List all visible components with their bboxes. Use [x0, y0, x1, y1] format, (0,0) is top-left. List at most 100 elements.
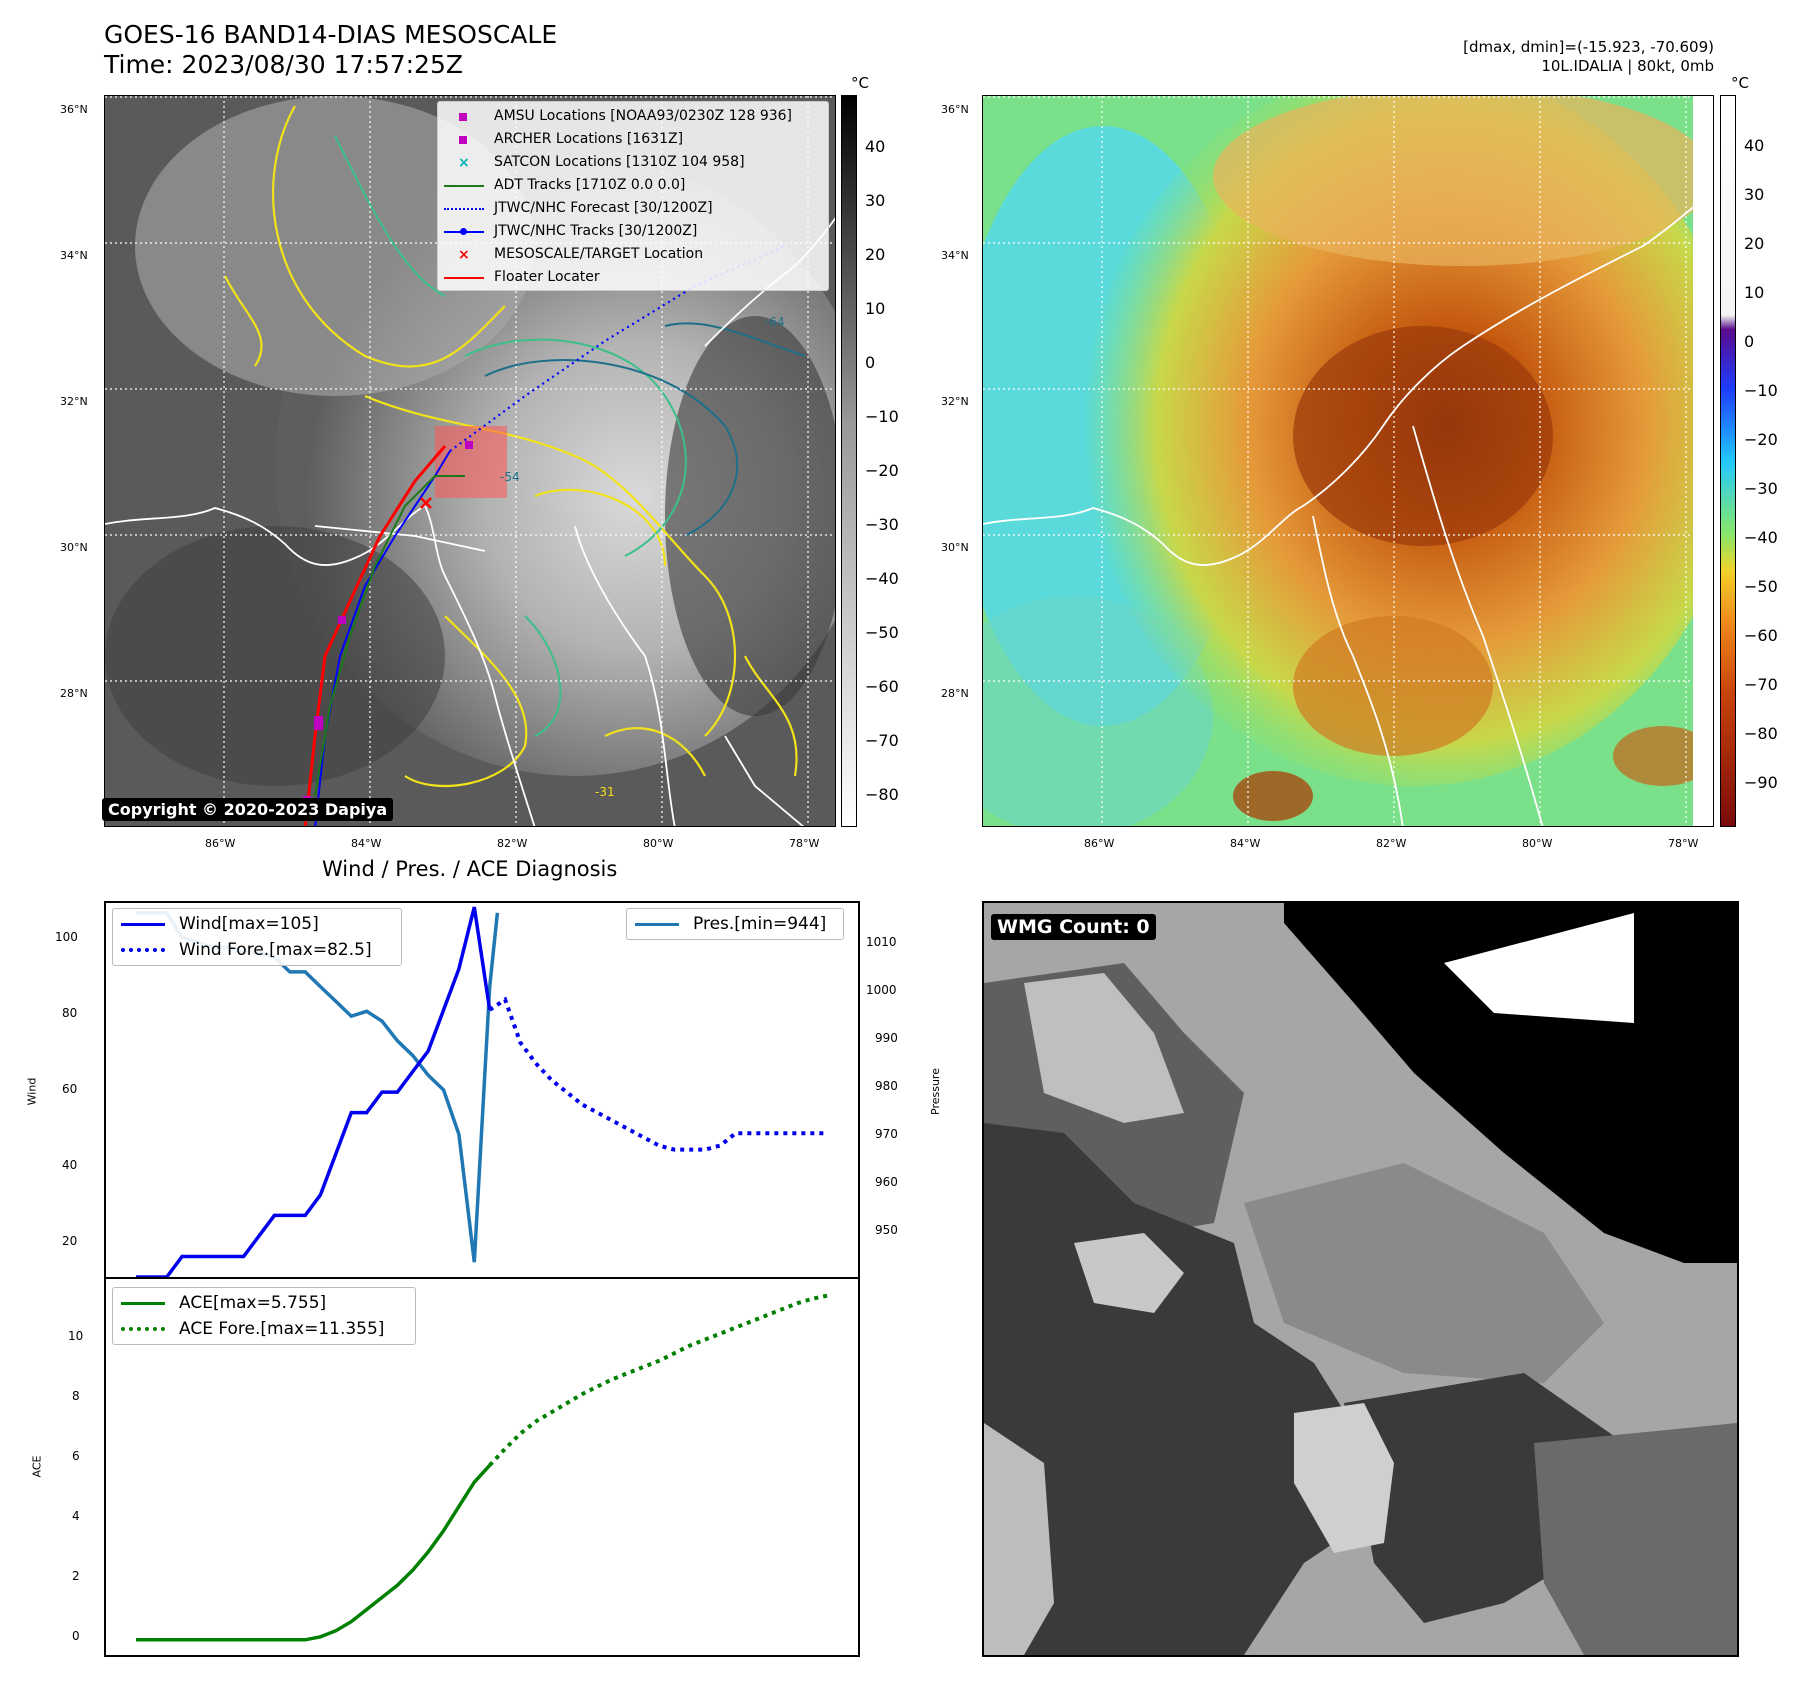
left-lon-tick-86: 86°W	[205, 837, 236, 850]
left-lat-tick-28: 28°N	[60, 687, 88, 700]
legend-item-wind-fore: Wind Fore.[max=82.5]	[121, 937, 393, 963]
legend-swatch-ace	[121, 1298, 165, 1308]
right-lon-tick-80: 80°W	[1522, 837, 1553, 850]
right-cb-tick: −70	[1744, 675, 1778, 694]
pressure-tick: 950	[875, 1223, 898, 1237]
wind-forecast-series-line	[488, 996, 828, 1152]
left-cb-tick: 20	[865, 245, 886, 264]
legend-item-forecast: JTWC/NHC Forecast [30/1200Z]	[444, 197, 822, 220]
legend-marker-amsu	[444, 110, 484, 124]
title-line-1: GOES-16 BAND14-DIAS MESOSCALE	[104, 20, 558, 49]
pressure-tick: 1000	[866, 983, 897, 997]
ace-legend: ACE[max=5.755] ACE Fore.[max=11.355]	[112, 1287, 416, 1345]
legend-item-wind: Wind[max=105]	[121, 911, 393, 937]
pressure-tick: 970	[875, 1127, 898, 1141]
left-lon-tick-78: 78°W	[789, 837, 820, 850]
left-colorbar-unit: °C	[851, 74, 869, 92]
legend-marker-floater	[444, 271, 484, 285]
right-lon-tick-78: 78°W	[1668, 837, 1699, 850]
legend-item-target: × MESOSCALE/TARGET Location	[444, 243, 822, 266]
right-colorbar	[1720, 95, 1736, 827]
right-lon-tick-82: 82°W	[1376, 837, 1407, 850]
right-cb-tick: 0	[1744, 332, 1755, 351]
legend-marker-tracks	[444, 225, 484, 239]
wind-axis-label: Wind	[25, 1077, 39, 1106]
right-lat-tick-28: 28°N	[941, 687, 969, 700]
ace-tick: 2	[72, 1569, 80, 1583]
legend-marker-adt	[444, 179, 484, 193]
wmg-count-badge: WMG Count: 0	[991, 914, 1156, 940]
right-cb-tick: 40	[1744, 136, 1765, 155]
ace-tick: 0	[72, 1629, 80, 1643]
right-cb-tick: −50	[1744, 577, 1778, 596]
legend-swatch-ace-fore	[121, 1324, 165, 1334]
left-lon-tick-82: 82°W	[497, 837, 528, 850]
wind-tick: 20	[62, 1234, 78, 1248]
left-cb-tick: −70	[865, 731, 899, 750]
legend-item-archer: ARCHER Locations [1631Z]	[444, 128, 822, 151]
right-cb-tick: −60	[1744, 626, 1778, 645]
right-cb-tick: 10	[1744, 283, 1765, 302]
right-cb-tick: −90	[1744, 773, 1778, 792]
right-cb-tick: −40	[1744, 528, 1778, 547]
ace-tick: 8	[72, 1389, 80, 1403]
pressure-legend: Pres.[min=944]	[626, 908, 844, 940]
contour-label-54: -54	[500, 470, 520, 484]
right-colorbar-unit: °C	[1731, 74, 1749, 92]
right-cb-tick: 30	[1744, 185, 1765, 204]
figure-subtitle-right: [dmax, dmin]=(-15.923, -70.609) 10L.IDAL…	[1463, 38, 1714, 76]
legend-swatch-wind-fore	[121, 945, 165, 955]
figure-title: GOES-16 BAND14-DIAS MESOSCALE Time: 2023…	[104, 20, 557, 80]
title-line-2: Time: 2023/08/30 17:57:25Z	[104, 50, 463, 79]
legend-item-adt: ADT Tracks [1710Z 0.0 0.0]	[444, 174, 822, 197]
left-lat-tick-34: 34°N	[60, 249, 88, 262]
right-cb-tick: −10	[1744, 381, 1778, 400]
left-cb-tick: −20	[865, 461, 899, 480]
right-lat-tick-36: 36°N	[941, 103, 969, 116]
ace-forecast-series-line	[488, 1293, 829, 1467]
wind-tick: 80	[62, 1006, 78, 1020]
legend-item-pres: Pres.[min=944]	[635, 911, 835, 937]
left-cb-tick: −60	[865, 677, 899, 696]
left-lat-tick-36: 36°N	[60, 103, 88, 116]
wind-tick: 60	[62, 1082, 78, 1096]
legend-marker-archer	[444, 133, 484, 147]
right-color-map	[982, 95, 1714, 827]
pressure-tick: 990	[875, 1031, 898, 1045]
left-map-legend: AMSU Locations [NOAA93/0230Z 128 936] AR…	[437, 101, 829, 291]
storm-info-text: 10L.IDALIA | 80kt, 0mb	[1541, 57, 1714, 75]
legend-item-ace: ACE[max=5.755]	[121, 1290, 407, 1316]
legend-marker-forecast	[444, 202, 484, 216]
ace-tick: 4	[72, 1509, 80, 1523]
left-lon-tick-84: 84°W	[351, 837, 382, 850]
right-cb-tick: −30	[1744, 479, 1778, 498]
left-cb-tick: −40	[865, 569, 899, 588]
left-cb-tick: 10	[865, 299, 886, 318]
pressure-axis-label: Pressure	[928, 1068, 942, 1115]
dmax-dmin-text: [dmax, dmin]=(-15.923, -70.609)	[1463, 38, 1714, 56]
right-lon-tick-86: 86°W	[1084, 837, 1115, 850]
contour-label-31: -31	[595, 785, 615, 799]
left-cb-tick: −10	[865, 407, 899, 426]
copyright-badge: Copyright © 2020-2023 Dapiya	[102, 798, 394, 821]
right-lat-tick-30: 30°N	[941, 541, 969, 554]
legend-swatch-wind	[121, 919, 165, 929]
wind-legend: Wind[max=105] Wind Fore.[max=82.5]	[112, 908, 402, 966]
left-cb-tick: 30	[865, 191, 886, 210]
right-cb-tick: 20	[1744, 234, 1765, 253]
ace-tick: 10	[68, 1329, 84, 1343]
ace-series-line	[136, 1464, 491, 1642]
legend-item-ace-fore: ACE Fore.[max=11.355]	[121, 1316, 407, 1342]
wmg-panel	[982, 901, 1739, 1657]
wind-tick: 100	[55, 930, 78, 944]
legend-item-floater: Floater Locater	[444, 266, 822, 289]
legend-item-amsu: AMSU Locations [NOAA93/0230Z 128 936]	[444, 105, 822, 128]
legend-marker-satcon: ×	[458, 154, 470, 171]
wind-tick: 40	[62, 1158, 78, 1172]
ace-canvas	[136, 1293, 829, 1642]
left-colorbar	[841, 95, 857, 827]
ace-axis-label: ACE	[30, 1455, 44, 1478]
ace-plot	[104, 1277, 860, 1657]
left-cb-tick: 0	[865, 353, 876, 372]
right-cb-tick: −80	[1744, 724, 1778, 743]
